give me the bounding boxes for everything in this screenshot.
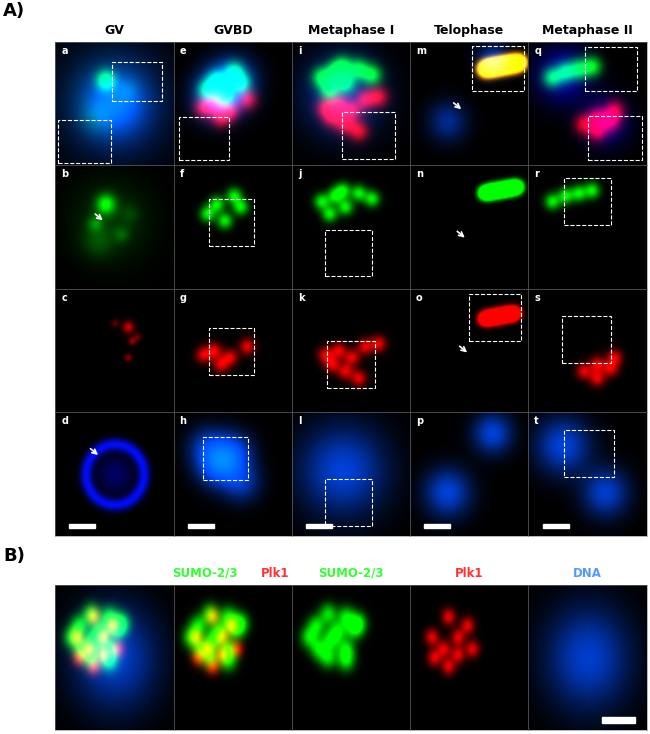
Bar bbox=[472, 46, 524, 91]
Bar bbox=[325, 230, 372, 277]
Bar bbox=[341, 112, 395, 159]
Bar bbox=[585, 47, 637, 91]
Text: g: g bbox=[179, 293, 187, 302]
Text: GVBD: GVBD bbox=[213, 24, 252, 37]
Bar bbox=[588, 116, 642, 161]
Text: DNA: DNA bbox=[573, 567, 602, 580]
Text: q: q bbox=[534, 46, 541, 56]
Text: l: l bbox=[298, 416, 301, 426]
Text: h: h bbox=[179, 416, 187, 426]
Text: j: j bbox=[298, 169, 301, 179]
Bar bbox=[325, 479, 372, 526]
Text: GV: GV bbox=[105, 24, 124, 37]
Text: Merge: Merge bbox=[94, 567, 135, 580]
Text: t: t bbox=[534, 416, 539, 426]
Text: f: f bbox=[179, 169, 184, 179]
Text: n: n bbox=[416, 169, 423, 179]
Text: c: c bbox=[61, 293, 67, 302]
Bar bbox=[469, 294, 521, 341]
Bar bbox=[543, 524, 569, 528]
Bar bbox=[424, 524, 450, 528]
Text: a: a bbox=[61, 46, 68, 56]
Text: m: m bbox=[416, 46, 426, 56]
Text: +: + bbox=[237, 567, 255, 580]
Bar bbox=[203, 437, 248, 480]
Text: SUMO-2/3: SUMO-2/3 bbox=[172, 567, 238, 580]
Text: Plk1: Plk1 bbox=[455, 567, 484, 580]
Text: A): A) bbox=[3, 1, 25, 20]
Bar bbox=[188, 524, 214, 528]
Text: p: p bbox=[416, 416, 423, 426]
Bar bbox=[328, 341, 374, 388]
Text: Plk1: Plk1 bbox=[261, 567, 289, 580]
Bar bbox=[58, 120, 111, 163]
Bar bbox=[306, 524, 332, 528]
Bar bbox=[70, 524, 96, 528]
Text: s: s bbox=[534, 293, 540, 302]
Text: Metaphase I: Metaphase I bbox=[308, 24, 394, 37]
Text: e: e bbox=[179, 46, 186, 56]
Text: SUMO-2/3: SUMO-2/3 bbox=[31, 196, 42, 258]
Text: r: r bbox=[534, 169, 540, 179]
Bar bbox=[209, 328, 254, 375]
Text: SUMO-2/3: SUMO-2/3 bbox=[318, 567, 384, 580]
Bar bbox=[562, 316, 611, 363]
Bar bbox=[564, 429, 614, 476]
Text: Metaphase II: Metaphase II bbox=[542, 24, 633, 37]
Text: d: d bbox=[61, 416, 68, 426]
Text: B): B) bbox=[3, 547, 25, 565]
Text: Telophase: Telophase bbox=[434, 24, 504, 37]
Text: DNA: DNA bbox=[31, 460, 42, 487]
Text: b: b bbox=[61, 169, 68, 179]
Text: o: o bbox=[416, 293, 422, 302]
Bar bbox=[602, 717, 635, 723]
Bar bbox=[564, 178, 611, 225]
Text: i: i bbox=[298, 46, 301, 56]
Text: Merge: Merge bbox=[31, 84, 42, 123]
Text: Plk1: Plk1 bbox=[31, 337, 42, 364]
Bar bbox=[112, 62, 162, 101]
Bar bbox=[179, 117, 229, 161]
Text: k: k bbox=[298, 293, 304, 302]
Bar bbox=[209, 199, 254, 246]
